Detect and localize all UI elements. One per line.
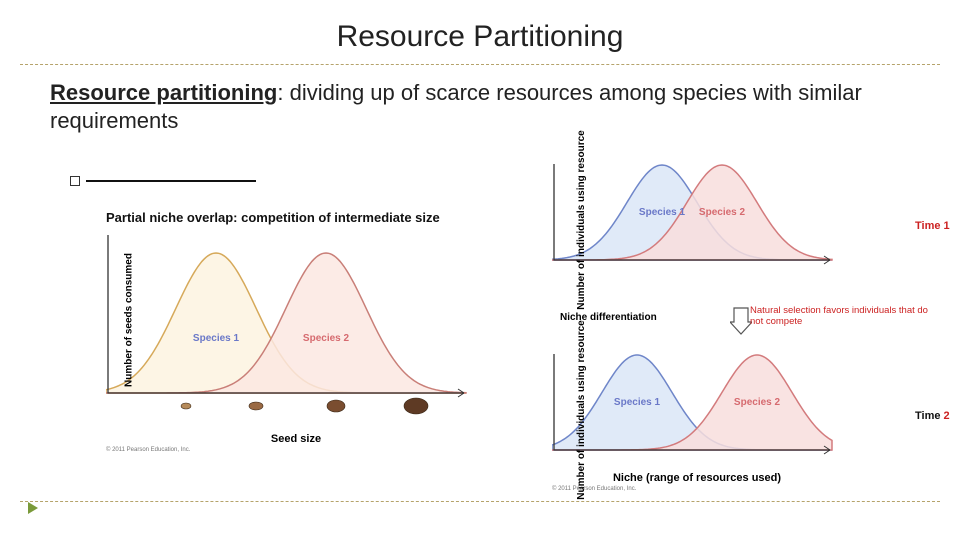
left-chart-title: Partial niche overlap: competition of in… <box>106 210 490 225</box>
divider-bottom <box>20 501 940 502</box>
mid-caption-right: Natural selection favors individuals tha… <box>750 306 930 328</box>
svg-text:Species 2: Species 2 <box>303 333 350 344</box>
svg-text:Species 1: Species 1 <box>193 333 240 344</box>
left-chart: Partial niche overlap: competition of in… <box>60 210 490 470</box>
right-bot-timelabel: Time 2 <box>915 410 960 422</box>
svg-text:Species 1: Species 1 <box>614 397 661 408</box>
left-chart-xlabel: Seed size <box>106 433 486 445</box>
arrow-down-icon <box>730 306 752 336</box>
triangle-marker-icon <box>28 502 38 514</box>
left-chart-ylabel: Number of seeds consumed <box>123 253 134 387</box>
bullet-blank <box>70 172 256 190</box>
right-bot-ylabel: Number of individuals using resource <box>576 320 587 499</box>
svg-text:Species 1: Species 1 <box>639 207 686 218</box>
left-chart-copyright: © 2011 Pearson Education, Inc. <box>106 447 490 453</box>
svg-text:Species 2: Species 2 <box>699 207 746 218</box>
right-bot-copyright: © 2011 Pearson Education, Inc. <box>552 486 910 492</box>
right-bot-svg: Species 1 Species 2 <box>552 350 842 470</box>
blank-line <box>86 180 256 182</box>
definition-term: Resource partitioning <box>50 80 277 105</box>
right-top-svg: Species 1 Species 2 <box>552 160 842 280</box>
right-top-timelabel: Time 1 <box>915 220 960 232</box>
svg-text:Species 2: Species 2 <box>734 397 781 408</box>
mid-caption-left: Niche differentiation <box>560 312 657 323</box>
right-top-ylabel: Number of individuals using resource <box>576 130 587 309</box>
left-chart-svg: Species 1 Species 2 <box>106 231 486 431</box>
time-text: Time <box>915 410 944 422</box>
page-title: Resource Partitioning <box>0 20 960 64</box>
checkbox-icon <box>70 176 80 186</box>
right-bot-chart: Number of individuals using resource Spe… <box>520 350 910 500</box>
right-bot-xlabel: Niche (range of resources used) <box>552 472 842 484</box>
definition: Resource partitioning: dividing up of sc… <box>0 65 960 134</box>
right-top-chart: Number of individuals using resource Spe… <box>520 160 910 310</box>
time-number: 2 <box>944 410 950 422</box>
slide: Resource Partitioning Resource partition… <box>0 0 960 540</box>
